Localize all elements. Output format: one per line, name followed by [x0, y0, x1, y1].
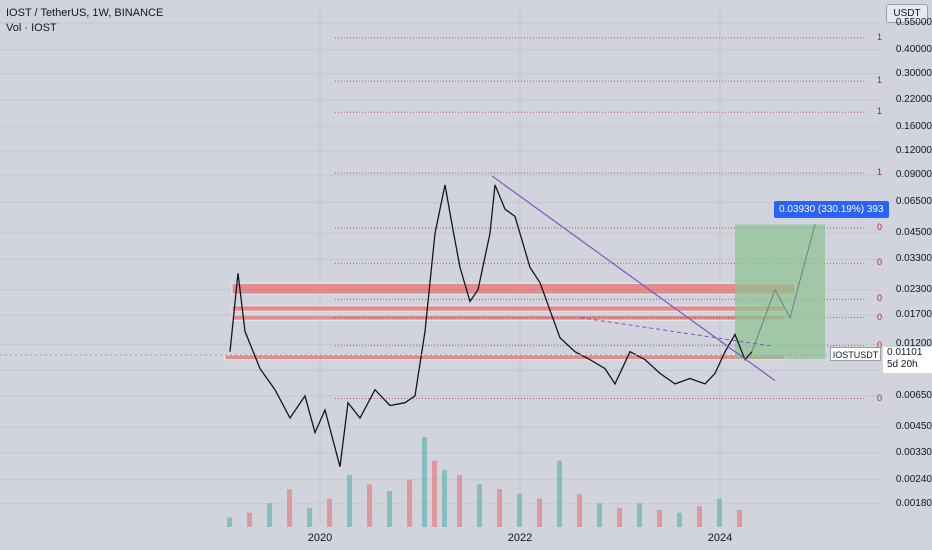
- volume-bar: [267, 503, 272, 527]
- descending-trendline: [491, 175, 776, 382]
- price-line: [229, 184, 753, 467]
- fib-level-label: 0: [877, 257, 883, 268]
- fib-level-label: 1: [877, 167, 883, 178]
- volume-bars: [227, 437, 742, 527]
- measure-label: 0.03930 (330.19%) 393: [774, 201, 889, 218]
- volume-bar: [517, 493, 522, 527]
- volume-bar: [307, 508, 312, 527]
- fib-level-label: 0: [877, 293, 883, 304]
- y-tick-label: 0.40000: [895, 43, 932, 55]
- fib-level-label: 0: [877, 339, 883, 350]
- grid-lines: [0, 5, 880, 525]
- y-tick-label: 0.03300: [895, 253, 932, 265]
- fib-level-label: 0: [877, 221, 883, 232]
- projection-path: [751, 224, 816, 352]
- volume-bar: [347, 474, 352, 527]
- volume-bar: [327, 498, 332, 527]
- y-tick-label: 0.00330: [895, 446, 932, 458]
- fib-level-label: 1: [877, 31, 883, 42]
- y-tick-label: 0.22000: [895, 93, 932, 105]
- volume-bar: [477, 484, 482, 527]
- x-tick-label: 2022: [507, 532, 533, 544]
- volume-bar: [697, 506, 702, 527]
- symbol-price-tag: IOSTUSDT: [830, 347, 881, 361]
- volume-bar: [367, 484, 372, 527]
- volume-bar: [442, 470, 447, 527]
- resistance-zones: [224, 282, 796, 361]
- volume-bar: [287, 489, 292, 527]
- resistance-zone: [231, 282, 796, 295]
- y-tick-label: 0.30000: [895, 67, 932, 79]
- y-tick-label: 0.02300: [895, 283, 932, 295]
- volume-bar: [227, 517, 232, 527]
- resistance-zone: [224, 354, 786, 361]
- price-series: [229, 184, 753, 467]
- volume-bar: [247, 512, 252, 527]
- volume-bar: [597, 503, 602, 527]
- resistance-zone: [231, 314, 786, 321]
- volume-bar: [407, 479, 412, 527]
- volume-label[interactable]: Vol · IOST: [6, 22, 57, 34]
- volume-bar: [677, 512, 682, 527]
- y-tick-label: 0.06500: [895, 196, 932, 208]
- currency-button[interactable]: USDT: [886, 4, 928, 23]
- volume-bar: [497, 489, 502, 527]
- resistance-zone: [231, 305, 786, 312]
- x-tick-label: 2020: [307, 532, 333, 544]
- y-tick-label: 0.12000: [895, 144, 932, 156]
- target-profit-box: [735, 224, 825, 359]
- volume-bar: [422, 437, 427, 527]
- volume-bar: [717, 498, 722, 527]
- fib-level-label: 1: [877, 106, 883, 117]
- chart-header: IOST / TetherUS, 1W, BINANCE Vol · IOST: [6, 6, 163, 36]
- volume-bar: [387, 491, 392, 527]
- volume-bar: [737, 509, 742, 527]
- y-tick-label: 0.01200: [895, 338, 932, 350]
- fib-level-label: 1: [877, 75, 883, 86]
- volume-bar: [617, 508, 622, 527]
- target-box: [735, 224, 825, 359]
- y-tick-label: 0.55000: [895, 16, 932, 28]
- volume-bar: [637, 503, 642, 527]
- volume-bar: [657, 509, 662, 527]
- fib-level-label: 0: [877, 392, 883, 403]
- volume-bar: [537, 498, 542, 527]
- trendlines: [491, 175, 816, 382]
- volume-bar: [457, 474, 462, 527]
- y-tick-label: 0.01700: [895, 309, 932, 321]
- last-price-value: 0.01101: [887, 347, 923, 358]
- bar-countdown: 5d 20h: [887, 359, 918, 370]
- volume-bar: [432, 460, 437, 527]
- y-tick-label: 0.00450: [895, 420, 932, 432]
- last-price-tag: 0.01101 5d 20h: [883, 347, 932, 373]
- x-tick-label: 2024: [707, 532, 733, 544]
- volume-bar: [557, 460, 562, 527]
- y-tick-label: 0.00240: [895, 473, 932, 485]
- symbol-title[interactable]: IOST / TetherUS, 1W, BINANCE: [6, 7, 164, 19]
- volume-bar: [577, 493, 582, 527]
- fib-level-label: 0: [877, 311, 883, 322]
- y-tick-label: 0.00180: [895, 497, 932, 509]
- y-tick-label: 0.16000: [895, 120, 932, 132]
- y-tick-label: 0.00650: [895, 389, 932, 401]
- y-tick-label: 0.04500: [895, 227, 932, 239]
- y-tick-label: 0.09000: [895, 169, 932, 180]
